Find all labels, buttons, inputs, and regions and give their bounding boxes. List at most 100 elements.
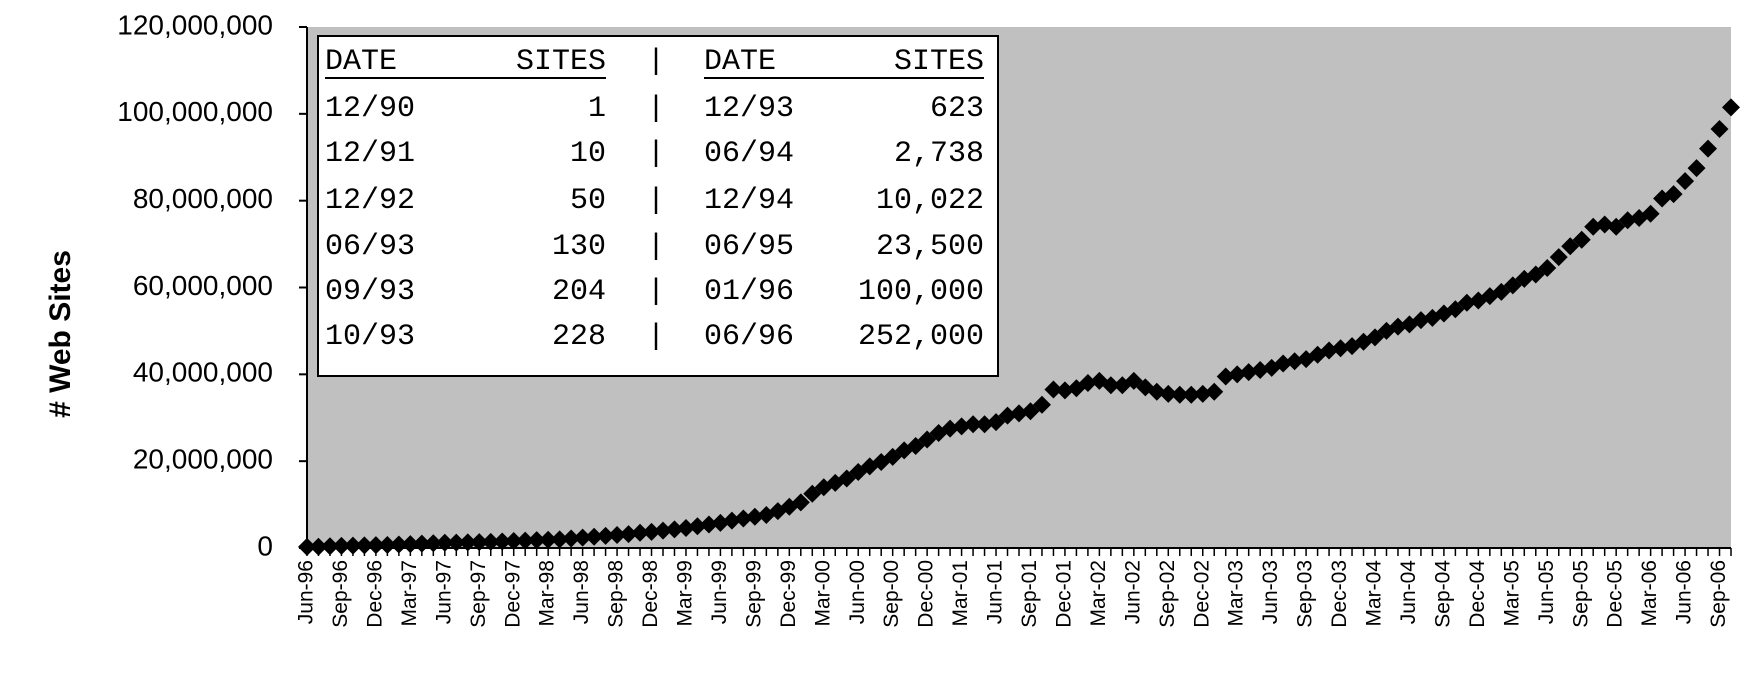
x-tick-label: Jun-05 bbox=[1535, 560, 1558, 624]
x-tick-label: Jun-02 bbox=[1121, 560, 1144, 624]
x-tick-label: Mar-01 bbox=[949, 560, 972, 627]
table-header: DATE bbox=[325, 45, 397, 79]
x-tick-label: Jun-00 bbox=[846, 560, 869, 624]
data-point bbox=[504, 532, 523, 551]
x-tick-label: Jun-04 bbox=[1397, 560, 1420, 625]
x-tick-label: Mar-05 bbox=[1500, 560, 1523, 627]
data-point bbox=[332, 536, 351, 555]
table-cell: | bbox=[647, 320, 665, 354]
data-point bbox=[389, 535, 408, 554]
data-point bbox=[1687, 159, 1706, 178]
table-cell: 06/96 bbox=[704, 320, 794, 354]
table-cell: 12/94 bbox=[704, 184, 794, 218]
data-point bbox=[654, 521, 672, 540]
data-point bbox=[722, 511, 741, 530]
table-header: SITES bbox=[894, 45, 984, 79]
x-tick-label: Mar-04 bbox=[1363, 560, 1386, 627]
x-tick-label: Dec-02 bbox=[1190, 560, 1213, 628]
data-point bbox=[941, 419, 960, 438]
data-point bbox=[401, 535, 420, 554]
data-point bbox=[470, 533, 489, 552]
x-tick-label: Sep-00 bbox=[880, 560, 903, 628]
data-point bbox=[1193, 384, 1212, 403]
data-point bbox=[309, 537, 328, 556]
data-point bbox=[1676, 172, 1695, 191]
x-tick-label: Dec-05 bbox=[1604, 560, 1627, 628]
data-point bbox=[964, 415, 983, 434]
data-point bbox=[596, 526, 615, 545]
table-cell: 12/90 bbox=[325, 92, 415, 126]
data-point bbox=[998, 406, 1017, 425]
x-tick-label: Mar-97 bbox=[398, 560, 421, 627]
data-point bbox=[699, 515, 718, 534]
table-cell: 50 bbox=[570, 184, 606, 218]
x-tick-label: Dec-99 bbox=[777, 560, 800, 628]
x-tick-label: Sep-01 bbox=[1018, 560, 1041, 628]
data-point bbox=[1331, 339, 1350, 358]
data-point bbox=[1584, 217, 1603, 236]
x-tick-label: Jun-97 bbox=[432, 560, 455, 624]
table-cell: | bbox=[647, 230, 665, 264]
x-tick-label: Jun-99 bbox=[708, 560, 731, 624]
x-tick-label: Mar-00 bbox=[811, 560, 834, 627]
data-point bbox=[1641, 204, 1660, 223]
table-box bbox=[317, 35, 999, 377]
table-cell: 01/96 bbox=[704, 275, 794, 309]
x-tick-label: Jun-01 bbox=[984, 560, 1007, 624]
data-point bbox=[493, 532, 512, 551]
data-point bbox=[550, 530, 569, 549]
table-cell: 06/95 bbox=[704, 230, 794, 264]
x-tick-label: Jun-03 bbox=[1259, 560, 1282, 624]
data-point bbox=[366, 536, 385, 555]
table-cell: 06/93 bbox=[325, 230, 415, 264]
table-cell: 09/93 bbox=[325, 275, 415, 309]
x-tick-label: Jun-98 bbox=[570, 560, 593, 624]
data-point bbox=[1274, 354, 1293, 373]
data-point bbox=[1572, 230, 1591, 249]
data-point bbox=[1457, 293, 1476, 312]
y-tick-label: 0 bbox=[257, 530, 273, 561]
data-point bbox=[435, 533, 454, 552]
data-point bbox=[1055, 381, 1074, 400]
data-point bbox=[676, 519, 695, 538]
x-tick-label: Dec-00 bbox=[915, 560, 938, 628]
y-axis-label: # Web Sites bbox=[44, 250, 77, 418]
table-cell: | bbox=[647, 184, 665, 218]
data-point bbox=[1411, 311, 1430, 330]
data-point bbox=[952, 417, 971, 436]
data-point bbox=[1010, 404, 1028, 423]
table-cell: 10 bbox=[570, 137, 606, 171]
data-point bbox=[1722, 98, 1740, 117]
data-point bbox=[573, 528, 592, 547]
data-point bbox=[516, 531, 535, 550]
data-point bbox=[527, 531, 546, 550]
x-tick-label: Sep-04 bbox=[1431, 560, 1454, 628]
data-point bbox=[619, 525, 638, 544]
data-point bbox=[1078, 374, 1097, 393]
x-tick-label: Sep-05 bbox=[1569, 560, 1592, 628]
y-tick-label: 40,000,000 bbox=[133, 357, 273, 388]
y-tick-label: 100,000,000 bbox=[117, 96, 273, 127]
x-tick-label: Dec-97 bbox=[501, 560, 524, 628]
table-cell: 2,738 bbox=[894, 137, 984, 171]
x-tick-label: Dec-03 bbox=[1328, 560, 1351, 628]
data-point bbox=[1228, 365, 1247, 384]
table-header: DATE bbox=[704, 45, 776, 79]
table-cell: 204 bbox=[552, 275, 606, 309]
data-point bbox=[1216, 367, 1235, 386]
data-point bbox=[1159, 384, 1178, 403]
table-cell: 23,500 bbox=[876, 230, 984, 264]
data-point bbox=[424, 534, 443, 553]
data-point bbox=[1320, 341, 1339, 360]
data-point bbox=[1239, 363, 1258, 382]
table-cell: | bbox=[647, 137, 665, 171]
x-tick-label: Mar-99 bbox=[674, 560, 697, 627]
x-tick-label: Mar-98 bbox=[536, 560, 559, 627]
y-tick-label: 120,000,000 bbox=[117, 9, 273, 40]
table-cell: 12/91 bbox=[325, 137, 415, 171]
table-cell: 1 bbox=[588, 92, 606, 126]
data-point bbox=[1699, 139, 1718, 158]
table-header: SITES bbox=[516, 45, 606, 79]
